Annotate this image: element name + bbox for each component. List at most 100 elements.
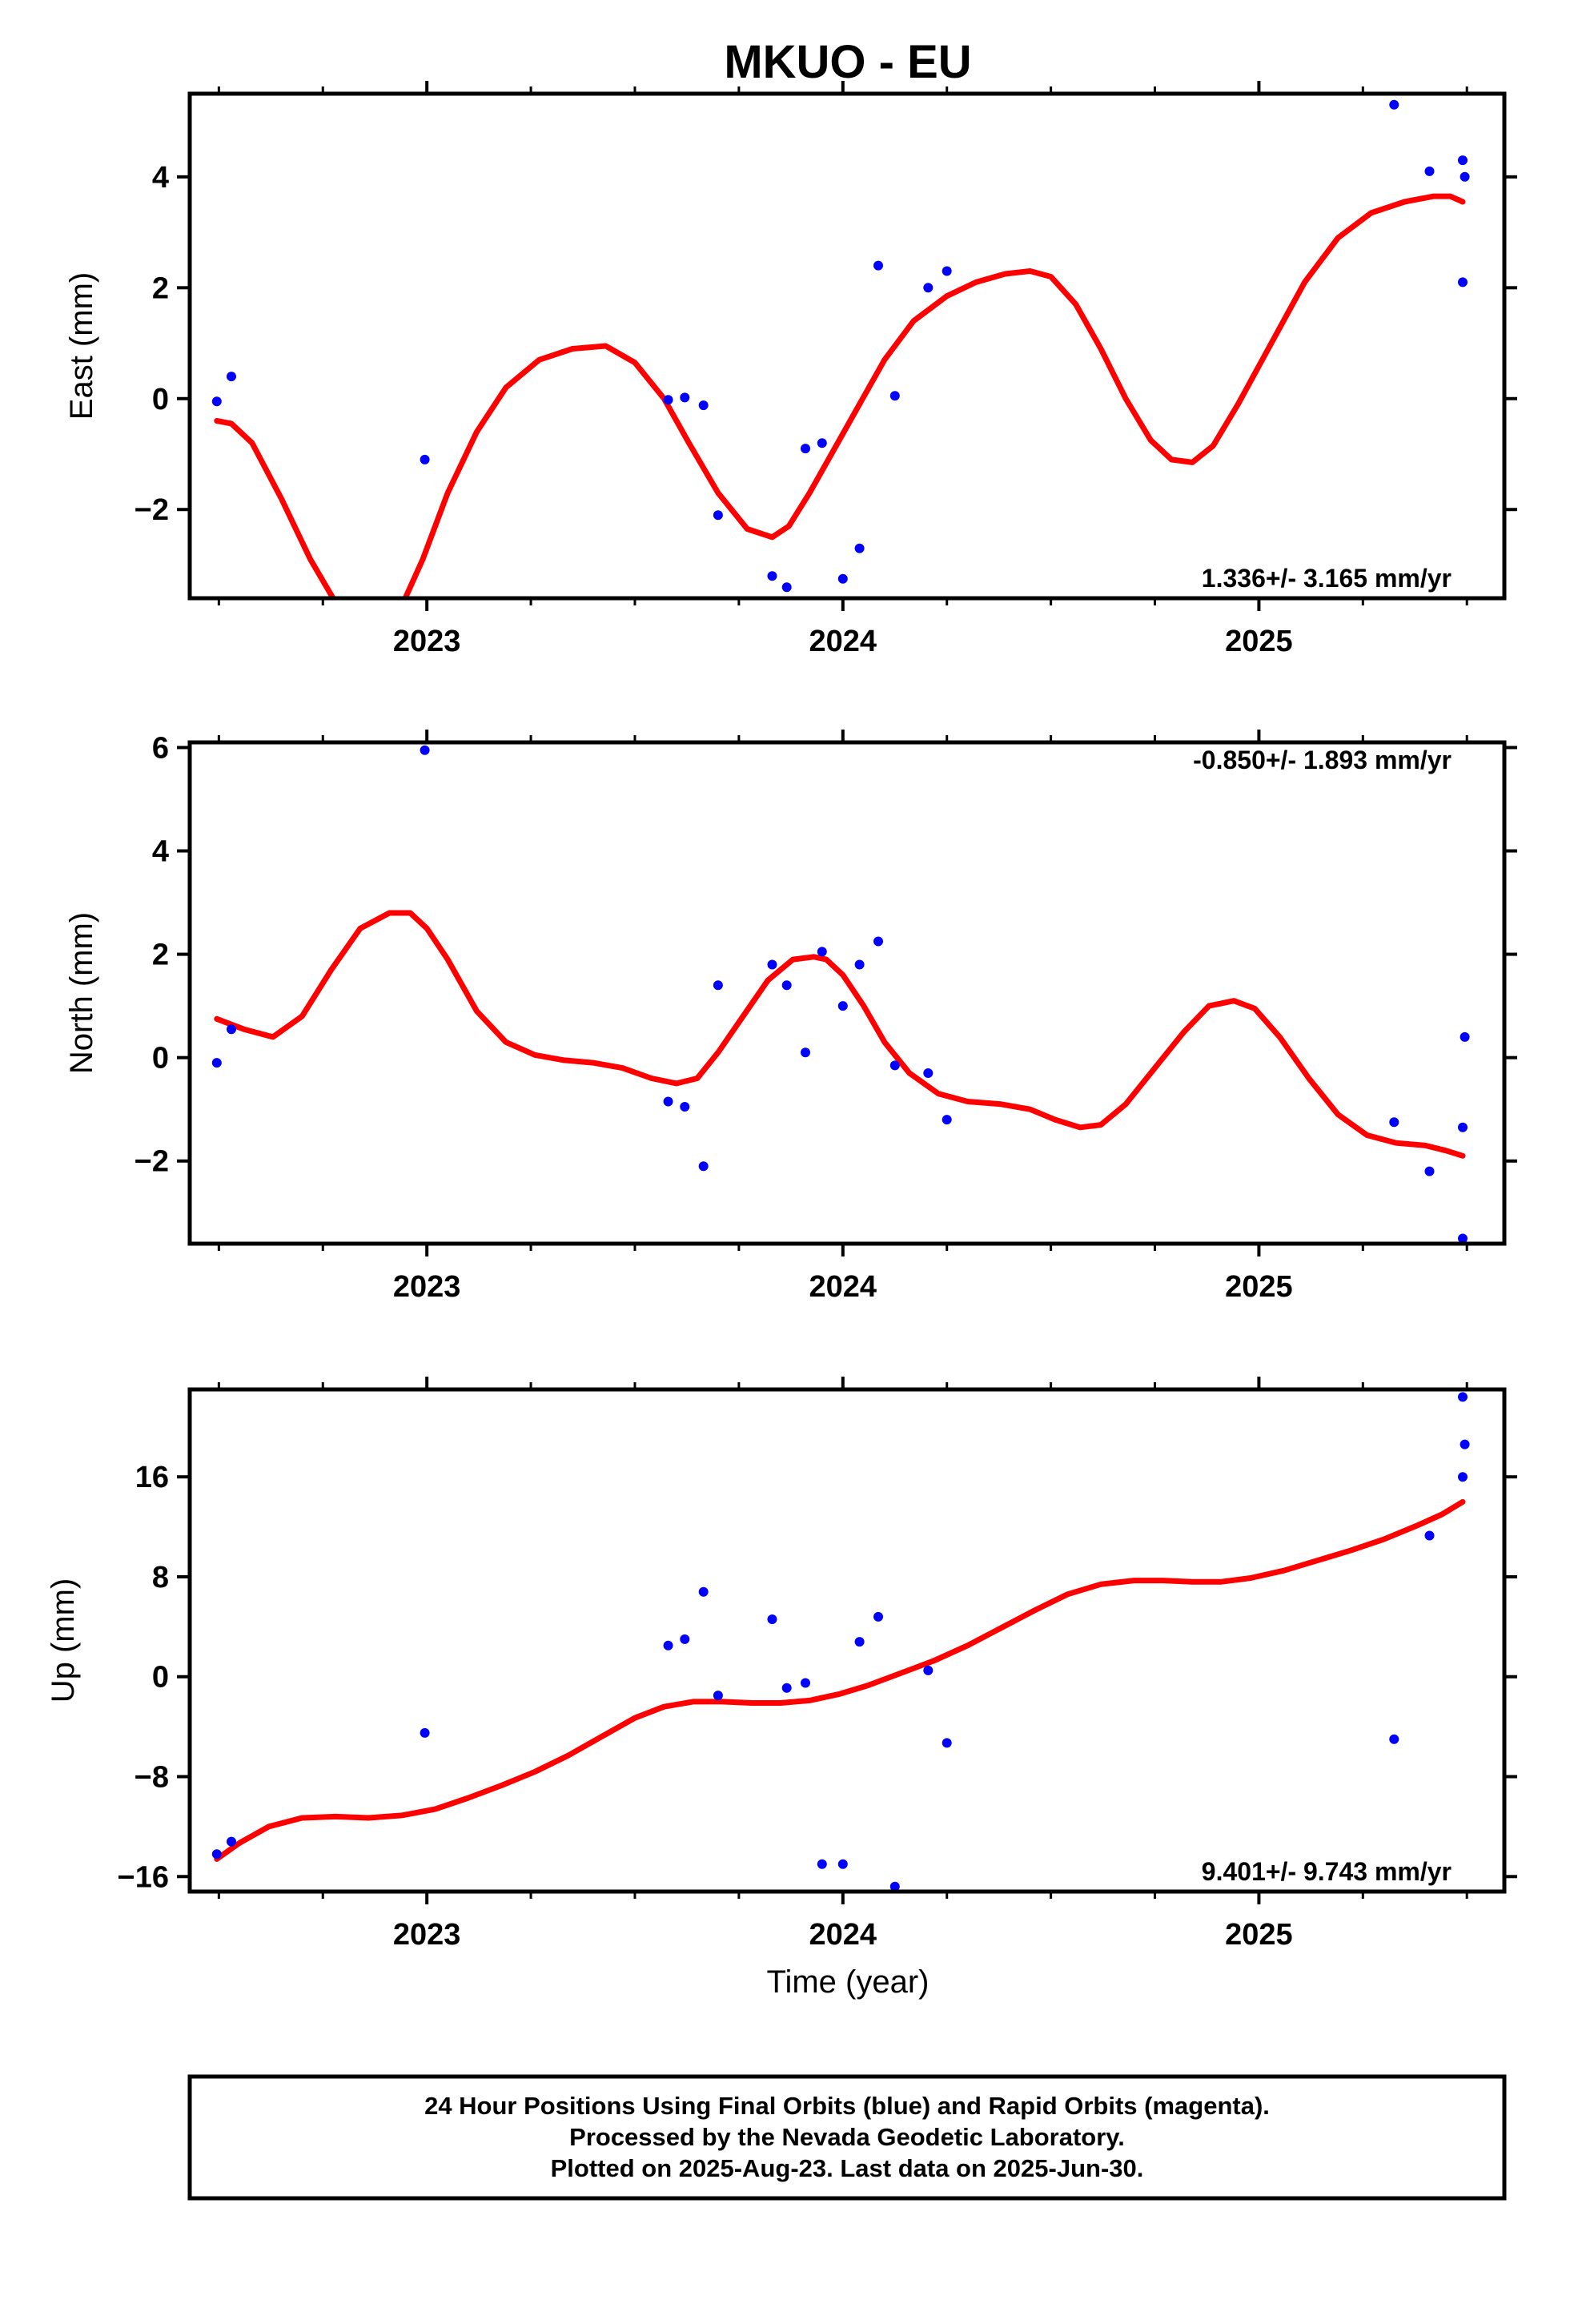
data-point: [781, 980, 792, 991]
data-point: [1458, 1472, 1468, 1482]
x-tick-label: 2024: [809, 1270, 877, 1304]
y-tick-label: −8: [135, 1761, 169, 1795]
data-point: [698, 400, 709, 411]
x-axis-label: Time (year): [767, 1964, 930, 2000]
x-tick-label: 2023: [393, 1918, 461, 1952]
data-point: [1458, 1233, 1468, 1244]
footer-line-2: Processed by the Nevada Geodetic Laborat…: [569, 2123, 1125, 2151]
data-point: [889, 391, 900, 401]
y-tick-label: 2: [152, 939, 169, 972]
data-point: [873, 936, 883, 947]
y-tick-label: −2: [135, 1145, 169, 1179]
x-tick-label: 2024: [809, 1918, 877, 1952]
plot-title: MKUO - EU: [724, 36, 971, 88]
data-point: [1389, 1117, 1399, 1128]
x-tick-label: 2023: [393, 1270, 461, 1304]
data-point: [1389, 1734, 1399, 1744]
y-axis-label: Up (mm): [46, 1578, 81, 1703]
velocity-annotation: 9.401+/- 9.743 mm/yr: [1202, 1857, 1452, 1886]
x-tick-label: 2025: [1225, 1270, 1293, 1304]
data-point: [767, 1614, 777, 1624]
y-tick-label: 2: [152, 271, 169, 305]
plot-frame: [187, 740, 1507, 1246]
data-point: [1424, 166, 1435, 176]
data-point: [663, 1640, 673, 1651]
data-point: [837, 573, 848, 584]
data-point: [889, 1060, 900, 1071]
data-point: [817, 947, 827, 957]
footer-line-3: Plotted on 2025-Aug-23. Last data on 202…: [551, 2154, 1144, 2182]
y-tick-label: 16: [135, 1461, 169, 1494]
data-point: [420, 1727, 430, 1738]
data-point: [1458, 1122, 1468, 1132]
data-point: [713, 1691, 723, 1701]
y-tick-label: 0: [152, 383, 169, 416]
data-point: [1424, 1530, 1435, 1541]
data-point: [227, 1024, 236, 1035]
data-point: [663, 1096, 673, 1107]
y-tick-label: 4: [152, 161, 169, 195]
data-point: [801, 444, 810, 454]
data-point: [801, 1047, 810, 1058]
data-point: [854, 543, 865, 553]
y-tick-label: 4: [152, 835, 169, 869]
footer-box: [187, 2074, 1507, 2201]
data-point: [1389, 99, 1399, 110]
y-axis-label: North (mm): [64, 912, 99, 1074]
data-point: [854, 1637, 865, 1647]
x-tick-label: 2023: [393, 625, 461, 658]
data-point: [801, 1678, 810, 1688]
velocity-annotation: 1.336+/- 3.165 mm/yr: [1202, 564, 1452, 593]
data-point: [1460, 1031, 1470, 1042]
data-point: [680, 1102, 690, 1112]
data-point: [1424, 1166, 1435, 1176]
data-point: [420, 745, 430, 755]
data-point: [781, 1683, 792, 1693]
footer-line-1: 24 Hour Positions Using Final Orbits (bl…: [424, 2092, 1270, 2120]
data-point: [873, 260, 883, 271]
data-point: [680, 1634, 690, 1644]
model-curve: [214, 910, 1466, 1159]
data-point: [1458, 1392, 1468, 1402]
data-point: [942, 1115, 952, 1125]
x-tick-label: 2025: [1225, 625, 1293, 658]
data-point: [854, 959, 865, 970]
data-point: [837, 1859, 848, 1869]
y-tick-label: −2: [135, 493, 169, 527]
data-point: [663, 395, 673, 405]
y-tick-label: 0: [152, 1042, 169, 1076]
data-point: [698, 1161, 709, 1172]
data-point: [713, 510, 723, 521]
data-point: [817, 1859, 827, 1869]
y-tick-label: 8: [152, 1561, 169, 1594]
plot-frame: [187, 1387, 1507, 1894]
north-panel: 2023 2024 2025 −2 0 2 4 6 North (mm) -0.850+/- 1.…: [64, 730, 1517, 1304]
data-point: [1460, 1439, 1470, 1449]
data-point: [211, 1058, 222, 1068]
y-axis-label: East (mm): [64, 272, 99, 420]
east-panel: 2023 2024 2025 −2 0 2 4 East (mm) 1.336+/- 3.165…: [64, 81, 1517, 658]
data-point: [942, 266, 952, 276]
data-point: [923, 1665, 934, 1675]
data-point: [211, 396, 222, 407]
model-curve: [214, 1498, 1466, 1862]
data-point: [889, 1881, 900, 1892]
data-point: [817, 438, 827, 448]
data-point: [923, 283, 934, 293]
data-point: [767, 571, 777, 581]
x-tick-label: 2024: [809, 625, 877, 658]
data-point: [227, 1836, 236, 1847]
data-point: [923, 1068, 934, 1078]
data-point: [1458, 155, 1468, 166]
y-tick-label: 6: [152, 731, 169, 765]
x-tick-label: 2025: [1225, 1918, 1293, 1952]
data-point: [227, 372, 236, 382]
y-tick-label: −16: [118, 1860, 169, 1894]
data-point: [942, 1738, 952, 1748]
data-point: [873, 1611, 883, 1622]
data-point: [781, 582, 792, 593]
data-point: [211, 1849, 222, 1860]
up-panel: 2023 2024 2025 −16 −8 0 8 16 Up (mm) 9.401+/- 9.7…: [46, 1377, 1517, 1952]
data-point: [680, 392, 690, 403]
